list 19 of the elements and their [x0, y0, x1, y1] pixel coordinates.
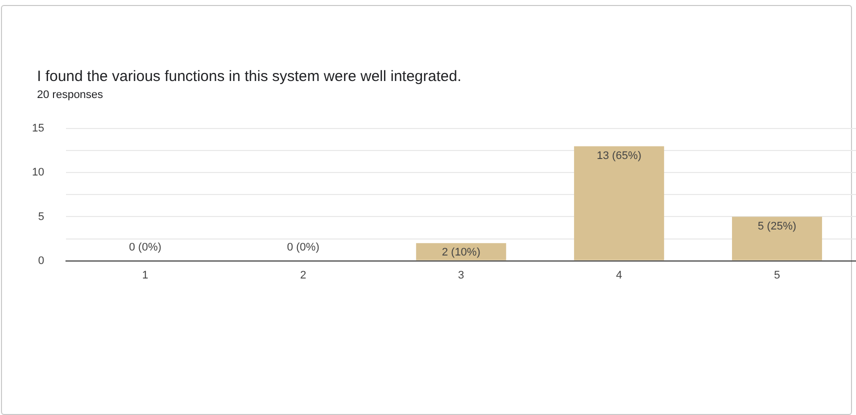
bar [416, 243, 506, 260]
x-tick-label: 1 [142, 269, 148, 282]
data-label: 2 (10%) [442, 246, 480, 259]
x-tick-label: 4 [616, 269, 622, 282]
chart-title: I found the various functions in this system were well integrated. [37, 68, 462, 85]
y-tick-label: 5 [38, 210, 44, 223]
bar [732, 216, 822, 260]
x-tick-label: 2 [300, 269, 306, 282]
data-label: 0 (0%) [129, 241, 162, 254]
y-tick-label: 15 [32, 122, 44, 135]
x-tick-label: 3 [458, 269, 464, 282]
data-label: 13 (65%) [596, 150, 642, 162]
data-label: 5 (25%) [758, 220, 796, 232]
chart-subtitle: 20 responses [37, 89, 104, 101]
y-tick-label: 10 [32, 166, 44, 179]
y-tick-label: 0 [38, 254, 44, 267]
bar [574, 146, 664, 260]
x-tick-label: 5 [774, 269, 780, 282]
data-label: 0 (0%) [286, 241, 320, 254]
